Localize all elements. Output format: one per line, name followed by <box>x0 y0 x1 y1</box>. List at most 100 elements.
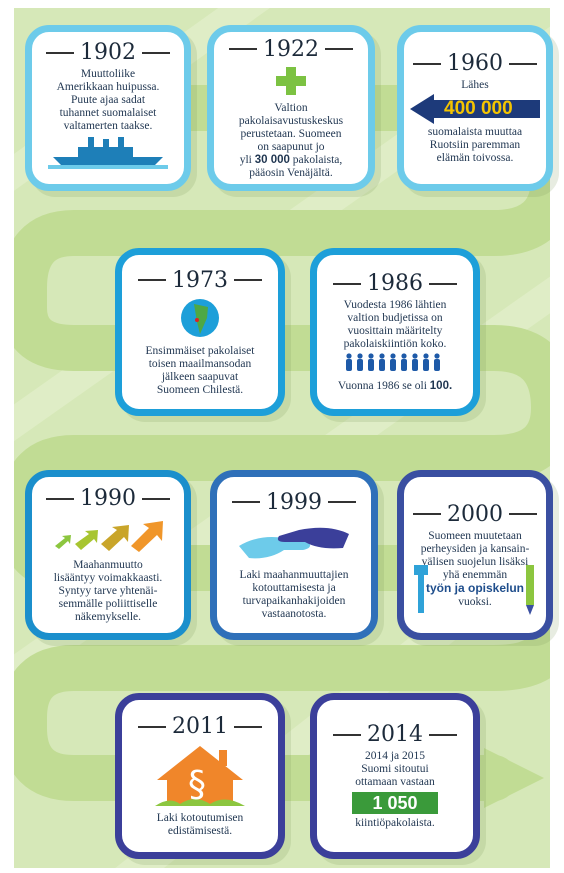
icon-part <box>412 353 418 371</box>
text-line: vastaanotosta. <box>262 608 327 621</box>
year: 1902 <box>80 40 136 65</box>
icon-part <box>78 147 133 157</box>
text-line: edistämisestä. <box>168 825 232 838</box>
icon-part <box>423 359 429 371</box>
icon-part <box>390 353 395 358</box>
icon-part <box>180 298 220 338</box>
icon <box>345 353 445 378</box>
badge: 400 000 <box>410 94 540 124</box>
dash <box>232 501 260 503</box>
page-body: {"cards":[ {"year":"1902","lines":["Muut… <box>0 0 564 873</box>
text-line: jälkeen saapuvat <box>162 371 238 384</box>
icon-part <box>368 359 374 371</box>
dash <box>509 63 537 65</box>
timeline-card: 1986Vuodesta 1986 lähtienvaltion budjeti… <box>310 248 480 416</box>
text-line: Suomeen muutetaan <box>428 530 522 543</box>
icon-part <box>195 318 199 322</box>
dash <box>229 48 257 50</box>
icon-part <box>131 521 163 552</box>
dash <box>138 726 166 728</box>
icon-part <box>414 565 428 615</box>
text-line: ottamaan vastaan <box>355 776 435 789</box>
text-line: vuosittain määritelty <box>348 325 443 338</box>
icon-part <box>75 530 98 550</box>
badge-text: 400 000 <box>444 98 513 120</box>
icon-part <box>346 353 352 371</box>
text-line: 2014 ja 2015 <box>365 750 425 763</box>
dash <box>429 283 457 285</box>
icon <box>276 67 306 100</box>
text-line: Suomeen Chilestä. <box>157 384 243 397</box>
icon-part <box>434 353 439 358</box>
highlight: 30 000 <box>255 154 290 166</box>
dash <box>142 498 170 500</box>
icon-part <box>276 67 306 95</box>
icon-part <box>101 525 129 551</box>
text-segment: Vuonna 1986 se oli <box>338 380 430 392</box>
timeline-card: 2011§Laki kotoutumisenedistämisestä. <box>115 693 285 859</box>
text-line: semmälle poliittiselle <box>59 598 158 611</box>
text-line: turvapaikanhakijoiden <box>243 595 346 608</box>
text-segment: yli <box>240 154 255 166</box>
text-line: välisen suojelun lisäksi <box>422 556 529 569</box>
dash <box>234 726 262 728</box>
icon-part <box>526 565 534 605</box>
timeline-card: 1999Laki maahanmuuttajienkotouttamisesta… <box>210 470 378 640</box>
icon-part <box>418 575 424 613</box>
text-segment: pakolaista, <box>290 154 342 166</box>
badge: § <box>155 744 245 810</box>
icon-part <box>345 353 445 373</box>
icon-part <box>390 359 396 371</box>
text-line: on saapunut jo <box>257 141 324 154</box>
text-line: vuoksi. <box>458 596 492 609</box>
badge: 1 050 <box>352 792 438 814</box>
icon-part <box>368 353 374 371</box>
icon-part <box>346 359 352 371</box>
dash <box>138 279 166 281</box>
dash <box>413 513 441 515</box>
card-header: 1990 <box>46 486 170 511</box>
text-line: Vuodesta 1986 lähtien <box>344 299 447 312</box>
dash <box>234 279 262 281</box>
text-line: tuhannet suomalaiset <box>60 107 157 120</box>
dash <box>46 52 74 54</box>
icon-part <box>434 353 440 371</box>
icon-part <box>412 353 417 358</box>
icon-part <box>88 137 94 147</box>
icon-part <box>53 516 163 552</box>
text-line: perustetaan. Suomeen <box>241 128 342 141</box>
icon-part <box>55 535 71 549</box>
text-line: Lähes <box>461 79 488 92</box>
year: 2011 <box>172 714 228 739</box>
year: 2000 <box>447 502 503 527</box>
icon <box>53 516 163 557</box>
text-line: yli 30 000 pakolaista, <box>240 154 343 167</box>
timeline-card: 1922Valtionpakolaisavustuskeskusperustet… <box>207 25 375 191</box>
text-line: pääosin Venäjältä. <box>249 167 332 180</box>
year: 1999 <box>266 490 322 515</box>
icon-part <box>412 359 418 371</box>
text-line: lisääntyy voimakkaasti. <box>54 572 163 585</box>
card-header: 1960 <box>413 51 537 76</box>
icon-part <box>103 139 109 147</box>
text-line: työn ja opiskelun <box>426 582 524 596</box>
text-line: valtion budjetissa on <box>347 312 442 325</box>
text-line: suomalaista muuttaa <box>428 126 522 139</box>
timeline-card: 2000 Suomeen muutetaanperheysiden ja kans… <box>397 470 553 640</box>
text-line: Valtion <box>274 102 307 115</box>
icon-part <box>48 165 168 169</box>
icon <box>239 520 349 567</box>
text-line: toisen maailmansodan <box>149 358 252 371</box>
text-line: pakolaiskiintiön koko. <box>344 338 447 351</box>
icon-part <box>118 137 124 147</box>
text-line: pakolaisavustuskeskus <box>239 115 343 128</box>
icon-part <box>48 135 168 169</box>
dash <box>46 498 74 500</box>
dash <box>333 283 361 285</box>
text-line: perheysiden ja kansain- <box>421 543 530 556</box>
icon-part <box>414 565 428 575</box>
